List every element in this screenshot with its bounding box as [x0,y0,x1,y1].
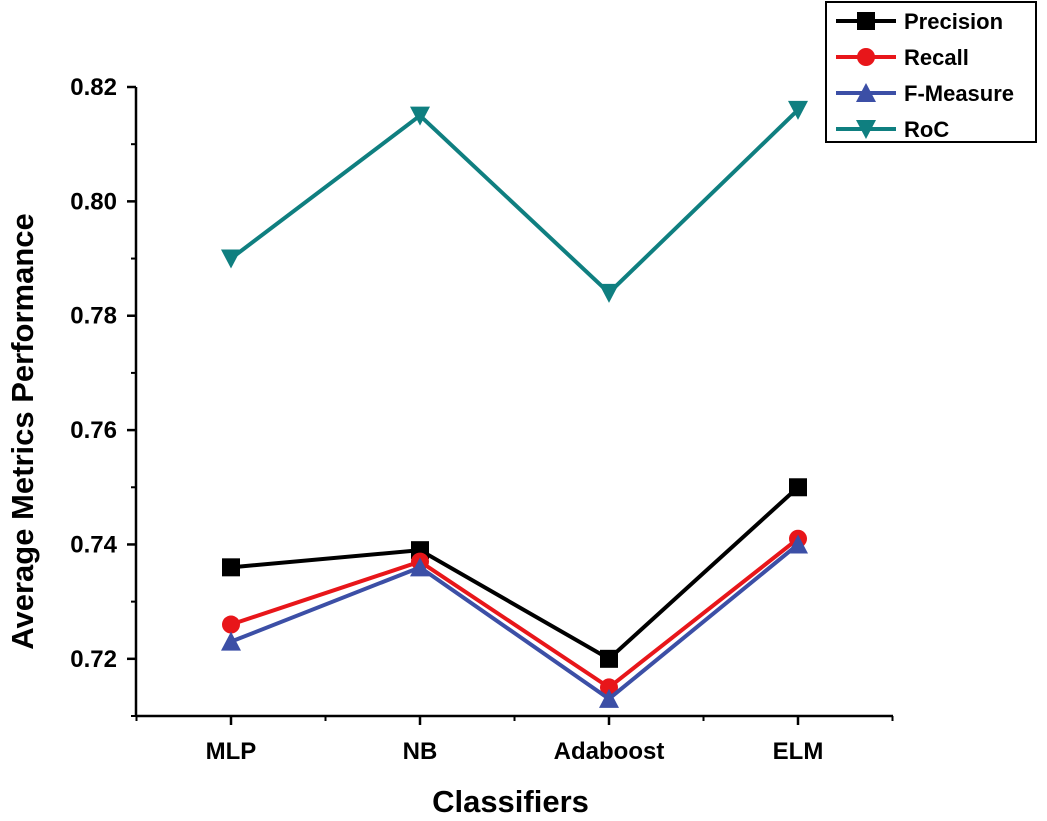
x-tick-label: ELM [773,738,824,765]
data-point [410,557,430,577]
legend-marker [857,12,875,30]
data-point [410,106,430,126]
series-line [230,542,800,702]
legend-entry: RoC [836,117,949,142]
x-tick-label: NB [403,738,438,765]
legend-label: Recall [904,45,969,70]
series-line [230,537,800,690]
legend-label: RoC [904,117,949,142]
y-tick-label: 0.74 [70,531,117,558]
legend-marker [856,83,876,102]
series-line [229,108,800,296]
data-point [599,283,619,303]
data-point [221,631,241,651]
legend: Precision Recall F-Measure RoC [825,1,1037,143]
y-tick-label: 0.76 [70,417,117,444]
data-point [600,678,618,697]
y-tick-label: 0.82 [70,74,117,101]
series-recall [222,529,807,697]
y-axis-title: Average Metrics Performance [5,213,40,650]
x-tick-label: Adaboost [554,738,665,765]
data-point [789,478,807,497]
data-point [788,534,808,554]
axis-ticks: 0.72 0.74 0.76 0.78 0.80 0.82 MLP NB Adaboost ELM [70,74,894,765]
legend-entry: Recall [836,45,969,70]
legend-marker [856,120,876,139]
series-line [230,485,800,662]
legend-entry: Precision [836,9,1003,34]
legend-entry: F-Measure [836,81,1014,106]
series-roc [221,100,808,303]
legend-label: F-Measure [904,81,1014,106]
axes [134,87,893,718]
series-precision [222,478,807,668]
y-tick-label: 0.78 [70,303,117,330]
data-point [600,649,618,668]
data-point [221,249,241,269]
y-tick-label: 0.80 [70,188,117,215]
series-layer [221,100,808,708]
legend-marker [857,48,875,66]
legend-label: Precision [904,9,1003,34]
data-point [222,615,240,634]
y-tick-label: 0.72 [70,646,117,673]
x-axis-title: Classifiers [432,784,589,819]
data-point [788,100,808,120]
data-point [599,688,619,708]
data-point [222,558,240,577]
x-tick-label: MLP [206,738,257,765]
series-f-measure [221,534,808,708]
